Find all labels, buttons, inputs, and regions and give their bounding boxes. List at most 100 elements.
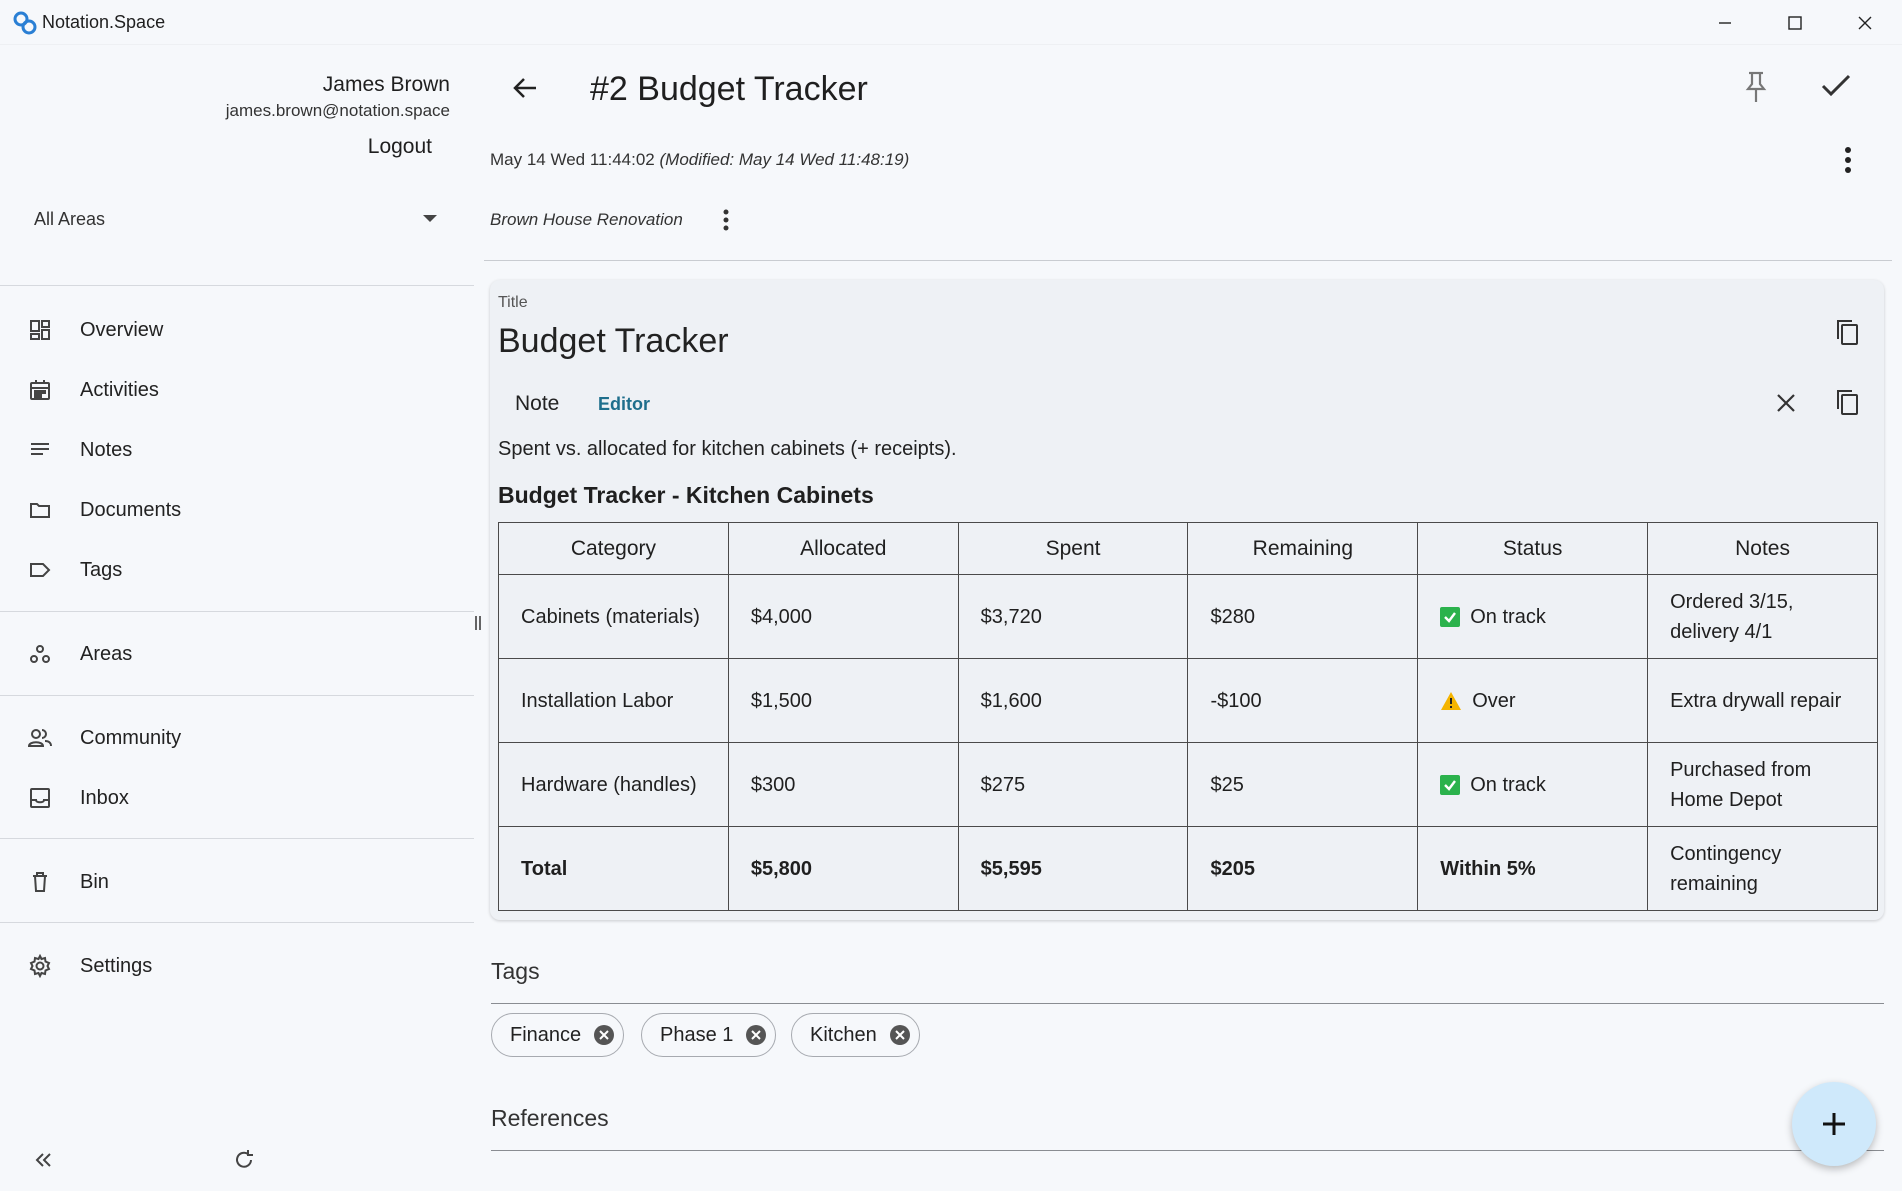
sidebar-divider xyxy=(0,611,474,612)
copy-note-icon[interactable] xyxy=(1834,388,1860,416)
user-email: james.brown@notation.space xyxy=(225,101,450,120)
status-text: Over xyxy=(1472,689,1516,712)
sidebar-resize-handle[interactable] xyxy=(474,615,482,631)
area-select-value: All Areas xyxy=(34,208,106,229)
tag-chip[interactable]: Phase 1 xyxy=(641,1013,777,1057)
status-text: On track xyxy=(1470,605,1546,628)
remaining-cell: -$100 xyxy=(1187,658,1419,743)
refresh-icon[interactable] xyxy=(232,1148,256,1172)
back-arrow-icon[interactable] xyxy=(510,72,542,104)
window-title: Notation.Space xyxy=(42,12,166,32)
window-titlebar: Notation.Space xyxy=(0,0,1902,45)
note-card: Title Budget Tracker Note Editor Spent v… xyxy=(490,280,1884,920)
inbox-icon xyxy=(26,784,54,812)
app-logo-icon xyxy=(12,10,38,36)
category-cell: Hardware (handles) xyxy=(498,742,729,827)
modified-timestamp: (Modified: May 14 Wed 11:48:19) xyxy=(659,150,910,169)
sidebar-item-label: Overview xyxy=(80,318,164,341)
add-fab-button[interactable] xyxy=(1792,1082,1876,1166)
remove-tag-icon[interactable] xyxy=(745,1024,767,1046)
notes-cell: Extra drywall repair xyxy=(1647,658,1878,743)
sidebar-item-areas[interactable]: Areas xyxy=(0,628,474,680)
sidebar-item-community[interactable]: Community xyxy=(0,712,474,764)
column-header: Category xyxy=(498,522,729,575)
category-cell: Cabinets (materials) xyxy=(498,574,729,659)
trash-icon xyxy=(26,868,54,896)
tag-label: Finance xyxy=(510,1023,582,1046)
notes-cell: Ordered 3/15, delivery 4/1 xyxy=(1647,574,1878,659)
column-header: Status xyxy=(1417,522,1649,575)
close-window-button[interactable] xyxy=(1830,0,1900,45)
maximize-button[interactable] xyxy=(1760,0,1830,45)
spent-cell: $275 xyxy=(957,742,1189,827)
calendar-icon xyxy=(26,376,54,404)
sidebar-item-notes[interactable]: Notes xyxy=(0,424,474,476)
area-options-icon[interactable] xyxy=(723,209,729,231)
user-name: James Brown xyxy=(322,73,450,96)
note-title[interactable]: Budget Tracker xyxy=(498,322,729,360)
sidebar-item-settings[interactable]: Settings xyxy=(0,940,474,992)
status-text: On track xyxy=(1470,773,1546,796)
sidebar-item-label: Inbox xyxy=(80,786,129,809)
remaining-cell: $25 xyxy=(1187,742,1419,827)
sidebar-item-activities[interactable]: Activities xyxy=(0,364,474,416)
table-row: Cabinets (materials) $4,000 $3,720 $280 … xyxy=(498,574,1878,659)
column-header: Spent xyxy=(957,522,1189,575)
sidebar-divider xyxy=(0,922,474,923)
header-divider xyxy=(484,260,1892,261)
page-title: #2 Budget Tracker xyxy=(590,70,868,108)
tab-editor[interactable]: Editor xyxy=(598,394,650,414)
copy-title-icon[interactable] xyxy=(1834,318,1860,346)
category-cell: Installation Labor xyxy=(498,658,729,743)
tag-label: Phase 1 xyxy=(660,1023,734,1046)
tag-icon xyxy=(26,556,54,584)
spent-cell: $1,600 xyxy=(957,658,1189,743)
table-row: Installation Labor $1,500 $1,600 -$100 O… xyxy=(498,658,1878,743)
sidebar-item-bin[interactable]: Bin xyxy=(0,856,474,908)
warning-icon xyxy=(1440,691,1462,711)
remaining-cell: $205 xyxy=(1187,826,1419,911)
sidebar-item-tags[interactable]: Tags xyxy=(0,544,474,596)
pin-icon[interactable] xyxy=(1742,70,1770,104)
sidebar-item-label: Tags xyxy=(80,558,123,581)
budget-table: Category Allocated Spent Remaining Statu… xyxy=(498,522,1878,911)
status-cell: On track xyxy=(1417,574,1649,659)
sidebar-item-label: Notes xyxy=(80,438,133,461)
column-header: Allocated xyxy=(727,522,959,575)
allocated-cell: $300 xyxy=(727,742,959,827)
sidebar-item-documents[interactable]: Documents xyxy=(0,484,474,536)
lines-icon xyxy=(26,436,54,464)
minimize-button[interactable] xyxy=(1690,0,1760,45)
sidebar-item-label: Community xyxy=(80,726,182,749)
collapse-sidebar-icon[interactable] xyxy=(32,1149,54,1171)
tags-divider xyxy=(491,1003,1884,1004)
remove-tag-icon[interactable] xyxy=(593,1024,615,1046)
tab-note[interactable]: Note xyxy=(515,392,560,415)
sidebar-divider xyxy=(0,695,474,696)
more-options-icon[interactable] xyxy=(1844,146,1852,174)
close-icon[interactable] xyxy=(1776,393,1796,413)
sidebar-item-label: Areas xyxy=(80,642,133,665)
tag-chip[interactable]: Kitchen xyxy=(791,1013,920,1057)
sidebar-item-inbox[interactable]: Inbox xyxy=(0,772,474,824)
allocated-cell: $5,800 xyxy=(727,826,959,911)
spent-cell: $3,720 xyxy=(957,574,1189,659)
table-header-row: Category Allocated Spent Remaining Statu… xyxy=(498,522,1878,575)
area-name[interactable]: Brown House Renovation xyxy=(490,210,683,229)
tag-chip[interactable]: Finance xyxy=(491,1013,625,1057)
check-save-icon[interactable] xyxy=(1820,72,1852,100)
gear-icon xyxy=(26,952,54,980)
logout-button[interactable]: Logout xyxy=(367,135,432,158)
check-icon xyxy=(1440,606,1461,627)
note-description: Spent vs. allocated for kitchen cabinets… xyxy=(498,438,957,460)
created-timestamp: May 14 Wed 11:44:02 xyxy=(490,150,655,169)
title-field-label: Title xyxy=(498,294,528,311)
note-timestamps: May 14 Wed 11:44:02 (Modified: May 14 We… xyxy=(490,150,909,170)
remove-tag-icon[interactable] xyxy=(889,1024,911,1046)
people-icon xyxy=(26,724,54,752)
tag-label: Kitchen xyxy=(810,1023,877,1046)
references-divider xyxy=(491,1150,1884,1151)
sidebar-item-overview[interactable]: Overview xyxy=(0,304,474,356)
area-select[interactable]: All Areas xyxy=(22,199,450,239)
sidebar-item-label: Settings xyxy=(80,954,153,977)
